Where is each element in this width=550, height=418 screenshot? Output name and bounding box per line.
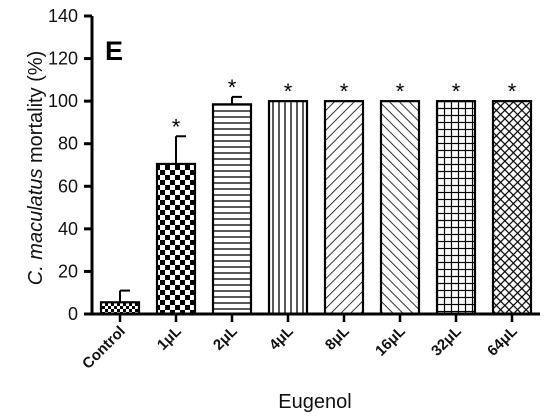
- x-tick-label-1: 1μL: [154, 323, 185, 354]
- y-tick-label-0: 0: [68, 304, 78, 324]
- bar-4: [323, 100, 365, 316]
- significance-3: *: [284, 79, 293, 104]
- x-axis-title: Eugenol: [278, 391, 351, 413]
- x-tick-label-0: Control: [79, 323, 129, 373]
- x-tick-label-6: 32μL: [428, 323, 465, 360]
- y-tick-label-7: 140: [48, 6, 78, 26]
- x-tick-label-3: 4μL: [266, 323, 297, 354]
- y-tick-label-5: 100: [48, 91, 78, 111]
- significance-7: *: [508, 79, 517, 104]
- bar-3: [267, 100, 309, 316]
- bar-5: [379, 100, 421, 316]
- x-axis: Control 1μL 2μL 4μL 8μL 16μL 32μL 64μL: [79, 312, 540, 373]
- x-tick-label-2: 2μL: [210, 323, 241, 354]
- y-axis-title-rest: mortality (%): [25, 51, 47, 169]
- bar-2: [211, 103, 253, 316]
- bar-0: [99, 301, 141, 316]
- significance-6: *: [452, 79, 461, 104]
- y-axis-title-italic: C. maculatus: [25, 169, 47, 286]
- y-axis: 0 20 40 60 80 100 120 140: [48, 6, 94, 324]
- y-axis-title: C. maculatus mortality (%): [25, 51, 47, 286]
- bar-6: [435, 100, 477, 316]
- significance-4: *: [340, 79, 349, 104]
- significance-1: *: [172, 114, 181, 139]
- y-tick-label-3: 60: [58, 176, 78, 196]
- significance-5: *: [396, 79, 405, 104]
- y-tick-label-2: 40: [58, 219, 78, 239]
- y-tick-label-1: 20: [58, 261, 78, 281]
- x-tick-label-4: 8μL: [322, 323, 353, 354]
- y-tick-label-4: 80: [58, 134, 78, 154]
- bar-7: [491, 100, 533, 316]
- y-tick-label-6: 120: [48, 49, 78, 69]
- x-tick-label-7: 64μL: [484, 323, 521, 360]
- significance-2: *: [228, 75, 237, 100]
- x-tick-label-5: 16μL: [372, 323, 409, 360]
- bar-1: [155, 162, 197, 316]
- panel-letter: E: [105, 36, 123, 66]
- bars: * * * * * * *: [99, 75, 533, 316]
